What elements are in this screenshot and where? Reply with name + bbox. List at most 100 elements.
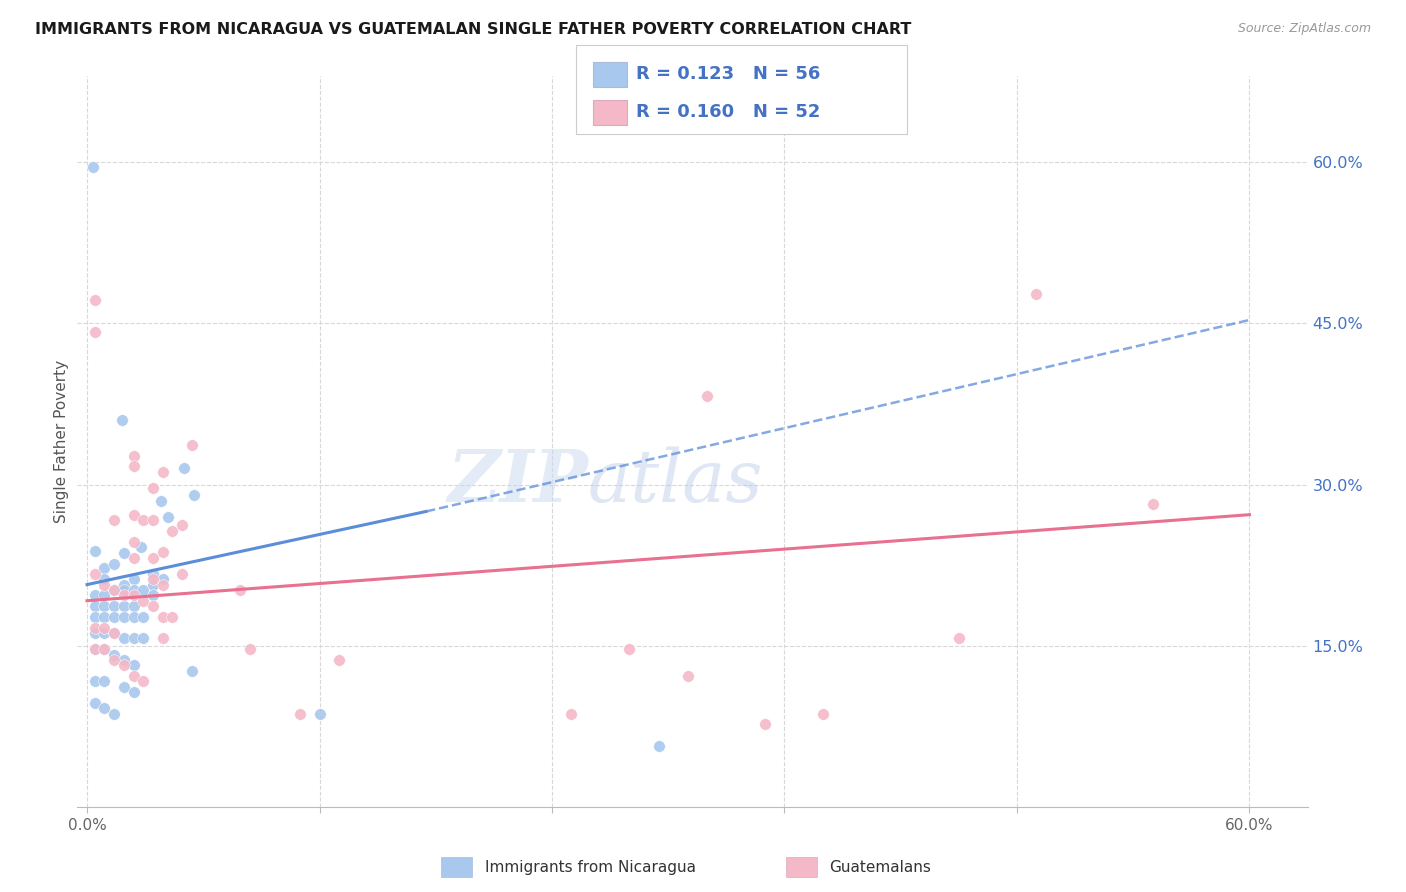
- Point: [82, 161, 104, 175]
- Point: [122, 508, 145, 522]
- Point: [162, 610, 184, 624]
- Point: [647, 739, 669, 753]
- Point: [152, 632, 174, 646]
- Point: [813, 706, 835, 721]
- Point: [122, 588, 145, 602]
- Point: [83, 621, 105, 635]
- Point: [142, 572, 165, 586]
- Point: [83, 544, 105, 558]
- Point: [152, 572, 174, 586]
- Point: [180, 438, 202, 452]
- Point: [93, 577, 115, 591]
- Point: [103, 653, 125, 667]
- Point: [132, 610, 155, 624]
- Point: [152, 577, 174, 591]
- Point: [142, 481, 165, 495]
- Point: [103, 599, 125, 614]
- Point: [112, 680, 135, 694]
- Point: [122, 610, 145, 624]
- Point: [1142, 497, 1164, 511]
- Point: [83, 642, 105, 657]
- Point: [619, 642, 641, 657]
- Point: [328, 653, 350, 667]
- Point: [948, 632, 970, 646]
- Point: [112, 582, 135, 597]
- Point: [103, 557, 125, 571]
- Point: [170, 518, 193, 533]
- Text: Immigrants from Nicaragua: Immigrants from Nicaragua: [485, 860, 696, 874]
- Point: [122, 658, 145, 673]
- Point: [173, 461, 195, 475]
- Point: [152, 545, 174, 559]
- Point: [122, 632, 145, 646]
- Point: [93, 588, 115, 602]
- Text: ZIP: ZIP: [447, 446, 588, 517]
- Point: [83, 293, 105, 307]
- Point: [132, 674, 155, 689]
- Point: [93, 701, 115, 715]
- Point: [103, 706, 125, 721]
- Point: [83, 566, 105, 581]
- Text: R = 0.123   N = 56: R = 0.123 N = 56: [636, 65, 820, 84]
- Point: [122, 449, 145, 463]
- Point: [152, 465, 174, 479]
- Point: [152, 610, 174, 624]
- Point: [103, 582, 125, 597]
- Point: [112, 610, 135, 624]
- Point: [83, 325, 105, 339]
- Point: [142, 566, 165, 581]
- Point: [676, 669, 699, 683]
- Point: [142, 513, 165, 527]
- Text: atlas: atlas: [588, 447, 763, 517]
- Point: [122, 550, 145, 565]
- Point: [112, 658, 135, 673]
- Point: [132, 593, 155, 607]
- Point: [112, 546, 135, 560]
- Point: [83, 696, 105, 710]
- Point: [560, 706, 582, 721]
- Point: [93, 642, 115, 657]
- Text: R = 0.160   N = 52: R = 0.160 N = 52: [636, 103, 820, 121]
- Point: [83, 674, 105, 689]
- Point: [103, 582, 125, 597]
- Point: [112, 577, 135, 591]
- Point: [149, 493, 172, 508]
- Point: [83, 626, 105, 640]
- Point: [122, 459, 145, 474]
- Point: [112, 588, 135, 602]
- Point: [696, 389, 718, 403]
- Text: Source: ZipAtlas.com: Source: ZipAtlas.com: [1237, 22, 1371, 36]
- Point: [122, 669, 145, 683]
- Point: [157, 509, 180, 524]
- Point: [132, 582, 155, 597]
- Point: [103, 626, 125, 640]
- Point: [142, 577, 165, 591]
- Point: [83, 599, 105, 614]
- Point: [103, 513, 125, 527]
- Point: [142, 588, 165, 602]
- Point: [103, 610, 125, 624]
- Point: [93, 561, 115, 575]
- Point: [93, 610, 115, 624]
- Point: [288, 706, 311, 721]
- Point: [142, 550, 165, 565]
- Point: [229, 582, 252, 597]
- Point: [111, 413, 134, 427]
- Text: Guatemalans: Guatemalans: [830, 860, 931, 874]
- Point: [129, 540, 152, 554]
- Text: IMMIGRANTS FROM NICARAGUA VS GUATEMALAN SINGLE FATHER POVERTY CORRELATION CHART: IMMIGRANTS FROM NICARAGUA VS GUATEMALAN …: [35, 22, 911, 37]
- Point: [83, 588, 105, 602]
- Point: [103, 648, 125, 662]
- Point: [754, 717, 776, 731]
- Point: [83, 610, 105, 624]
- Point: [112, 632, 135, 646]
- Point: [183, 488, 205, 502]
- Point: [103, 626, 125, 640]
- Point: [180, 664, 202, 678]
- Point: [132, 513, 155, 527]
- Point: [122, 685, 145, 699]
- Point: [132, 632, 155, 646]
- Point: [112, 653, 135, 667]
- Point: [93, 626, 115, 640]
- Point: [93, 642, 115, 657]
